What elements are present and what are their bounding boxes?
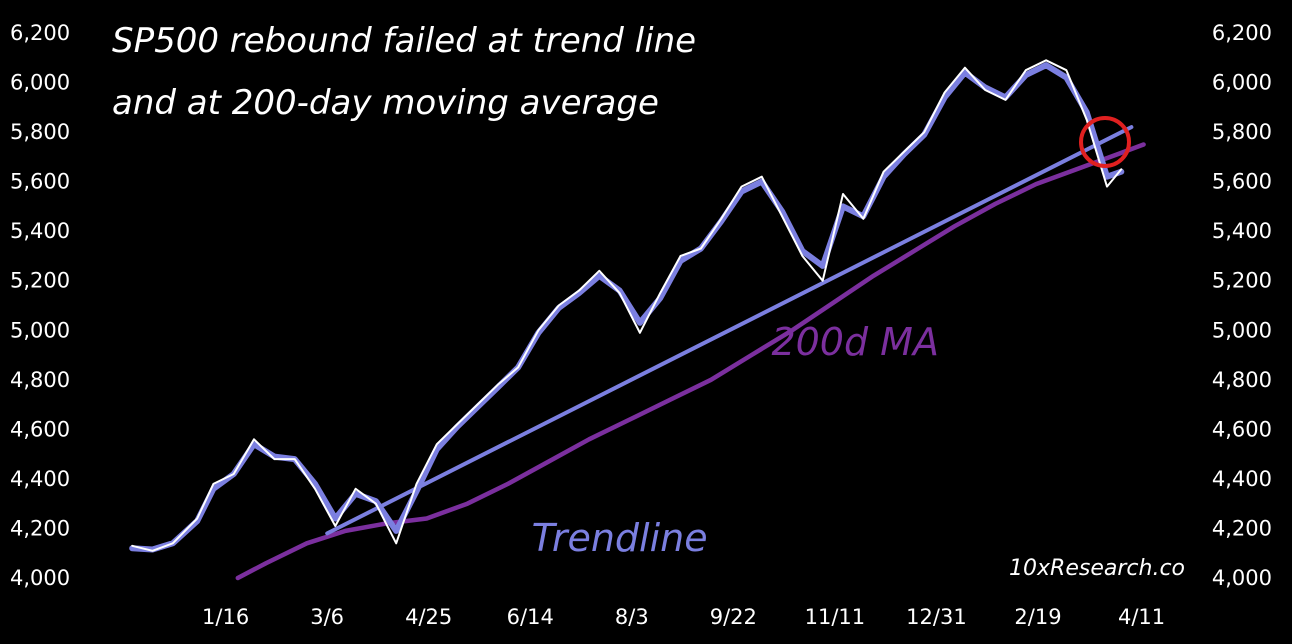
y-tick-label-left: 5,600 [10, 170, 70, 194]
x-tick-label: 2/19 [1014, 605, 1061, 629]
y-tick-label-left: 5,400 [10, 219, 70, 243]
y-tick-label-left: 6,200 [10, 21, 70, 45]
x-tick-label: 8/3 [615, 605, 649, 629]
y-axis-left: 4,000 4,200 4,400 4,600 4,800 5,000 5,200 5,400… [10, 21, 70, 590]
y-tick-label-right: 4,200 [1212, 516, 1272, 540]
x-tick-label: 11/11 [805, 605, 866, 629]
chart-title-line-1: SP500 rebound failed at trend line [112, 21, 696, 61]
y-tick-label-right: 4,400 [1212, 467, 1272, 491]
watermark: 10xResearch.co [1009, 556, 1185, 581]
x-tick-label: 1/16 [202, 605, 249, 629]
y-tick-label-left: 5,800 [10, 120, 70, 144]
x-tick-label: 12/31 [906, 605, 967, 629]
y-tick-label-left: 5,000 [10, 318, 70, 342]
annotations: Trendline 200d MA [532, 116, 1132, 560]
annotation-label: Trendline [532, 516, 708, 560]
chart-title: SP500 rebound failed at trend line and a… [112, 21, 696, 123]
y-tick-label-right: 4,600 [1212, 417, 1272, 441]
x-tick-label: 4/11 [1118, 605, 1165, 629]
chart-title-line-2: and at 200-day moving average [112, 83, 659, 123]
y-tick-label-left: 5,200 [10, 269, 70, 293]
series-line-trendline [325, 125, 1134, 536]
series-line-price [131, 59, 1123, 552]
y-tick-label-right: 4,800 [1212, 368, 1272, 392]
y-tick-label-right: 6,000 [1212, 71, 1272, 95]
y-tick-label-left: 4,000 [10, 566, 70, 590]
y-tick-label-left: 4,200 [10, 516, 70, 540]
y-tick-label-left: 4,600 [10, 417, 70, 441]
x-tick-label: 6/14 [507, 605, 554, 629]
annotation-label: 200d MA [771, 320, 939, 364]
x-tick-label: 9/22 [710, 605, 757, 629]
series-layer [129, 59, 1146, 581]
x-axis: 1/16 3/6 4/25 6/14 8/3 9/22 11/11 12/31 2/19 4/11 [202, 605, 1165, 629]
y-tick-label-right: 6,200 [1212, 21, 1272, 45]
x-tick-label: 4/25 [405, 605, 452, 629]
y-tick-label-right: 5,400 [1212, 219, 1272, 243]
y-tick-label-right: 5,000 [1212, 318, 1272, 342]
y-tick-label-left: 4,800 [10, 368, 70, 392]
y-tick-label-right: 5,200 [1212, 269, 1272, 293]
highlight-circle [1079, 116, 1132, 168]
x-tick-label: 3/6 [310, 605, 344, 629]
y-tick-label-left: 4,400 [10, 467, 70, 491]
y-axis-right: 4,000 4,200 4,400 4,600 4,800 5,000 5,200 5,400… [1212, 21, 1272, 590]
y-tick-label-right: 4,000 [1212, 566, 1272, 590]
y-tick-label-left: 6,000 [10, 71, 70, 95]
y-tick-label-right: 5,600 [1212, 170, 1272, 194]
series-line-moving-average [235, 142, 1146, 581]
y-tick-label-right: 5,800 [1212, 120, 1272, 144]
